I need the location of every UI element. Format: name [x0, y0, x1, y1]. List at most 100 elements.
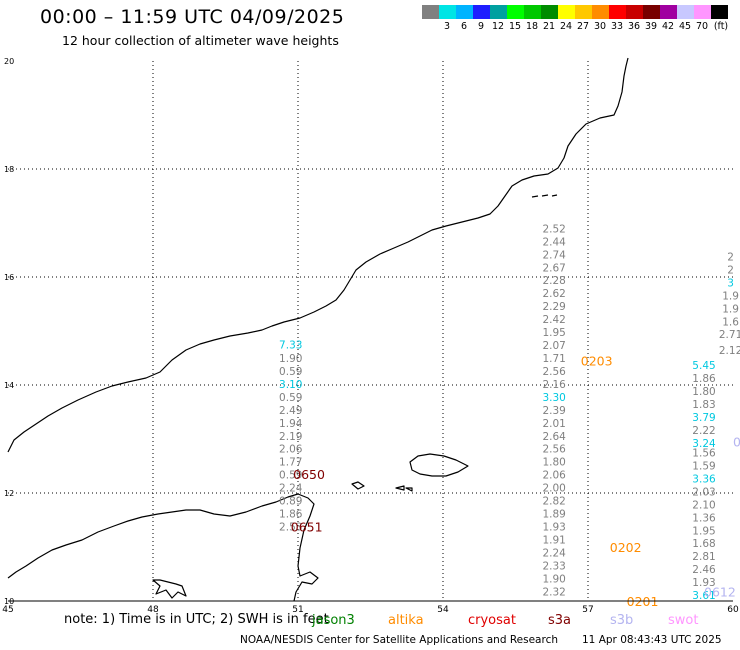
scale-label: 70	[695, 21, 709, 32]
scale-label: 9	[477, 21, 485, 32]
lon-tick-label: 51	[292, 605, 303, 615]
footer-note: note: 1) Time is in UTC; 2) SWH is in fe…	[64, 612, 329, 627]
swh-value-label: 1.71	[542, 353, 565, 365]
swh-value-label: 1.83	[692, 399, 715, 411]
swh-value-label: 1.89	[542, 509, 565, 521]
pass-time-label: 0651	[291, 519, 323, 534]
swh-value-label: 2.10	[692, 499, 715, 511]
swh-value-label: 2.39	[542, 405, 565, 417]
credit-line: NOAA/NESDIS Center for Satellite Applica…	[240, 634, 558, 646]
swh-value-label: 0.89	[279, 496, 302, 508]
scale-label: 39	[644, 21, 658, 32]
pass-time-label: 0203	[581, 354, 613, 369]
swh-value-label: 2.07	[542, 340, 565, 352]
lat-tick-label: 16	[4, 273, 14, 282]
swh-value-label: 1.6	[722, 316, 739, 328]
island-socotra	[409, 453, 469, 477]
swh-value-label: 2.12	[719, 345, 740, 357]
swh-value-label: 2.19	[279, 431, 302, 443]
swh-value-label: 2.22	[692, 425, 715, 437]
swh-value-label: 2.64	[542, 431, 566, 443]
scale-label: 21	[542, 21, 556, 32]
scale-label: 6	[460, 21, 468, 32]
swh-value-label: 2.44	[542, 236, 566, 248]
swh-value-label: 1.90	[542, 573, 565, 585]
swh-value-label: 7.33	[279, 340, 302, 352]
satellite-source-s3a: s3a	[548, 613, 572, 628]
swh-value-label: 1.9	[722, 290, 739, 302]
swh-value-label: 1.86	[279, 509, 303, 521]
scale-label: 30	[593, 21, 607, 32]
lon-tick-label: 48	[147, 605, 159, 615]
swh-value-label: 2.06	[542, 470, 566, 482]
swh-value-label: 1.95	[692, 525, 715, 537]
swh-value-label: 0.59	[279, 470, 302, 482]
swh-value-label: 2.53	[279, 521, 302, 533]
swh-value-label: 3.10	[279, 379, 302, 391]
lon-tick-label: 54	[437, 605, 449, 615]
map-title: 00:00 – 11:59 UTC 04/09/2025	[40, 6, 345, 28]
swh-value-label: 1.91	[542, 534, 565, 546]
swh-value-label: 3.79	[692, 412, 715, 424]
lon-tick-label: 45	[2, 605, 13, 615]
coastline-horn-of-africa	[7, 493, 319, 602]
swh-value-label: 1.93	[692, 577, 715, 589]
swh-value-label: 1.9	[722, 303, 739, 315]
swh-value-label: 2	[727, 251, 734, 263]
generation-timestamp: 11 Apr 08:43:43 UTC 2025	[582, 634, 722, 646]
scale-label: 33	[610, 21, 624, 32]
swh-value-label: 2.16	[542, 379, 566, 391]
lon-tick-label: 60	[727, 605, 739, 615]
swh-value-label: 2.81	[692, 551, 715, 563]
swh-value-label: 5.45	[692, 360, 715, 372]
swh-value-label: 1.86	[692, 373, 716, 385]
swh-value-label: 3.24	[692, 438, 716, 450]
lat-tick-label: 20	[4, 57, 14, 66]
swh-value-label: 2.82	[542, 496, 565, 508]
scale-label: 12	[491, 21, 505, 32]
scale-label: 24	[559, 21, 573, 32]
swh-value-label: 1.95	[542, 327, 565, 339]
scale-label: 15	[508, 21, 522, 32]
swh-value-label: 0.59	[279, 392, 302, 404]
lat-tick-label: 14	[4, 381, 14, 390]
satellite-source-s3b: s3b	[610, 613, 634, 628]
satellite-source-cryosat: cryosat	[468, 613, 516, 628]
swh-value-label: 1.94	[279, 418, 303, 430]
scale-label: 3	[443, 21, 451, 32]
swh-value-label: 2.06	[279, 444, 303, 456]
satellite-source-swot: swot	[668, 613, 699, 628]
swh-value-label: 2.71	[719, 329, 740, 341]
swh-value-label: 1.80	[542, 457, 565, 469]
swh-value-label: 3	[727, 277, 734, 289]
swh-value-label: 1.36	[692, 512, 716, 524]
pass-time-label: 0202	[610, 540, 642, 555]
scale-swatch	[711, 5, 729, 19]
lat-tick-label: 12	[4, 489, 14, 498]
swh-value-label: 1.59	[692, 460, 715, 472]
swh-value-label: 2.62	[542, 288, 565, 300]
swh-value-label: 2.52	[542, 223, 565, 235]
swh-value-label: 2.56	[542, 444, 566, 456]
swh-value-label: 3.30	[542, 392, 565, 404]
swh-value-label: 2.24	[279, 483, 303, 495]
swh-value-label: 1.80	[692, 386, 715, 398]
pass-time-label: 0	[733, 435, 740, 450]
swh-value-label: 2.74	[542, 249, 566, 261]
scale-label: 18	[525, 21, 539, 32]
satellite-source-jason3: jason3	[312, 613, 355, 628]
swh-value-label: 1.68	[692, 538, 715, 550]
swh-value-label: 3.36	[692, 473, 716, 485]
island-kuria-muria	[531, 194, 558, 198]
swh-value-label: 2	[727, 264, 734, 276]
swh-value-label: 1.77	[279, 457, 302, 469]
scale-label: 27	[576, 21, 590, 32]
scale-label: 45	[678, 21, 692, 32]
swh-value-label: 2.32	[542, 586, 565, 598]
swh-value-label: 2.33	[542, 560, 565, 572]
swh-value-label: 2.49	[279, 405, 302, 417]
swh-value-label: 2.03	[692, 486, 715, 498]
pass-time-label: 0612	[704, 584, 736, 599]
swh-value-label: 2.29	[542, 301, 565, 313]
